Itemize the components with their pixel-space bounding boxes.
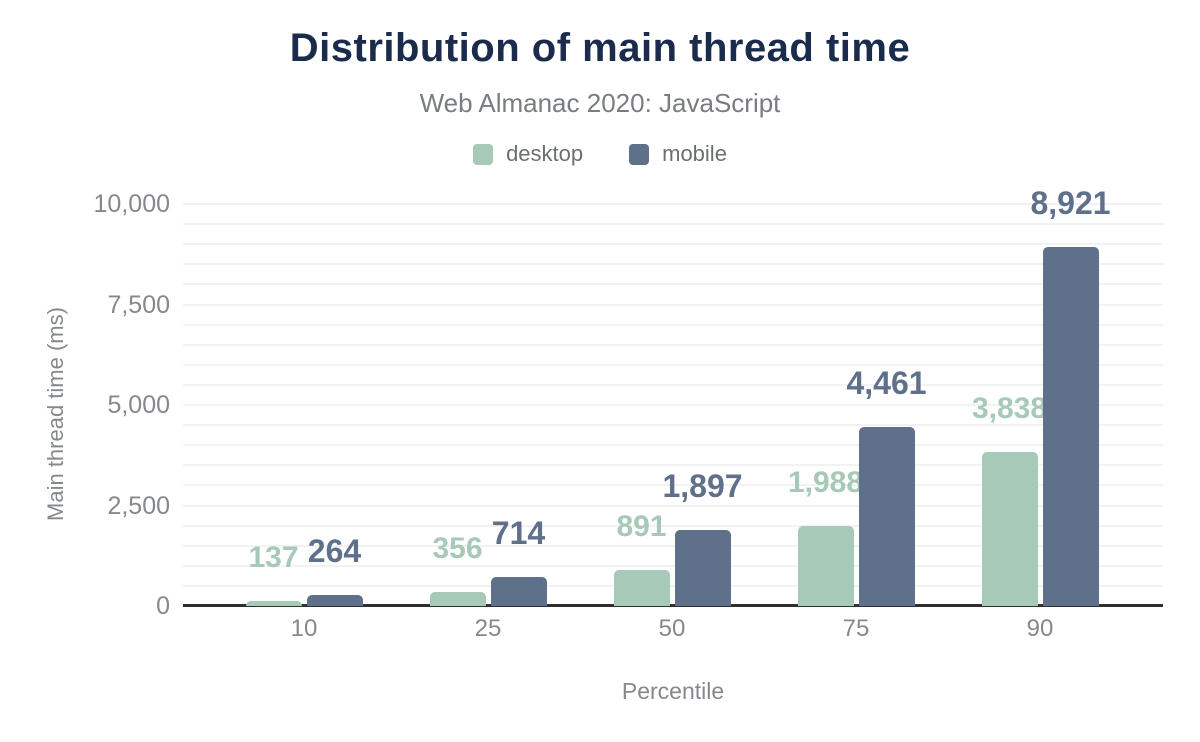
mobile-value-label-p90: 8,921 [1030,185,1111,222]
y-tick-label: 2,500 [107,491,170,520]
legend-label-desktop: desktop [506,141,584,166]
mobile-value-label-p10: 264 [307,533,362,570]
desktop-value-label-p10: 137 [248,540,299,574]
mobile-bar-p75 [858,426,915,606]
gridline [183,223,1163,226]
gridline [183,504,1163,507]
gridline [183,343,1163,346]
desktop-value-label-p75: 1,988 [787,466,864,500]
chart-title: Distribution of main thread time [289,26,911,70]
gridline [183,383,1163,386]
x-tick-label: 50 [658,615,686,642]
x-tick-label: 90 [1026,615,1054,642]
desktop-bar-p50 [613,570,670,606]
gridline [183,243,1163,246]
gridline [183,303,1163,306]
x-tick-label: 75 [842,615,870,642]
gridline [183,464,1163,467]
mobile-bar-p50 [674,529,731,606]
x-axis-title: Percentile [621,678,725,704]
y-tick-label: 7,500 [107,290,170,319]
legend-item-desktop: desktop [473,141,583,167]
gridline [183,203,1163,205]
desktop-bar-p90 [981,451,1038,606]
y-tick-label: 5,000 [107,391,170,419]
mobile-bar-p25 [490,577,547,606]
desktop-swatch-icon [473,143,494,165]
gridline [183,544,1163,547]
gridline [183,404,1163,406]
x-tick-label: 25 [474,615,502,642]
gridline [183,424,1163,427]
desktop-bar-p75 [797,526,854,606]
desktop-value-label-p50: 891 [616,510,667,544]
x-axis-line [183,604,1163,607]
legend-label-mobile: mobile [662,141,727,166]
mobile-value-label-p25: 714 [491,515,546,552]
gridline [183,283,1163,286]
gridline [183,524,1163,527]
gridline [183,263,1163,266]
gridline [183,323,1163,326]
chart-legend: desktop mobile [0,141,1200,167]
legend-item-mobile: mobile [629,141,727,167]
mobile-bar-p90 [1042,247,1099,606]
desktop-bar-p25 [429,591,486,606]
y-tick-label: 10,000 [93,190,170,218]
plot-area: 137 356 891 1,988 3,838 264 714 1,897 4,461 8,921 [183,187,1163,607]
y-tick-label: 0 [156,592,170,620]
gridline [183,484,1163,487]
gridline [183,564,1163,567]
desktop-value-label-p90: 3,838 [971,391,1048,425]
mobile-swatch-icon [629,143,650,165]
desktop-value-label-p25: 356 [432,531,483,565]
mobile-bar-p10 [306,595,363,606]
desktop-bar-p10 [245,600,302,606]
gridline [183,584,1163,587]
gridline [183,444,1163,447]
mobile-value-label-p75: 4,461 [846,364,927,401]
x-tick-label: 10 [290,615,318,642]
gridline [183,363,1163,366]
mobile-value-label-p50: 1,897 [662,467,743,504]
chart-subtitle: Web Almanac 2020: JavaScript [419,88,781,118]
